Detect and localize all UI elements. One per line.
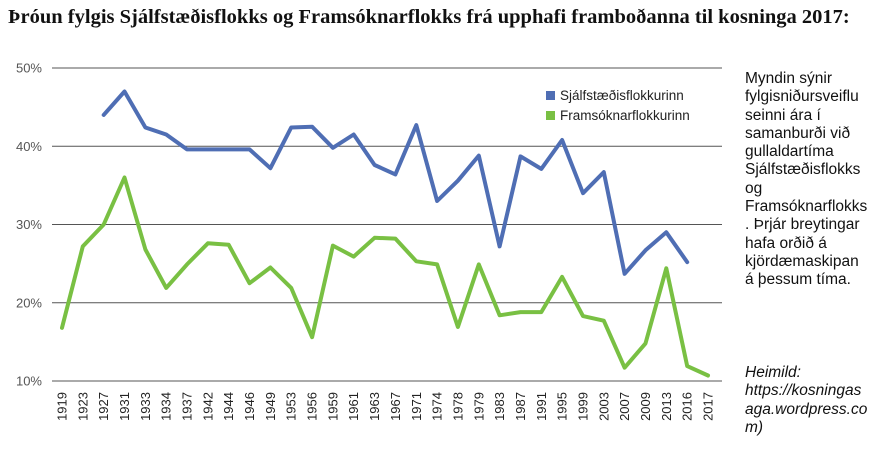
x-tick-label: 1923: [75, 392, 90, 421]
series-lines: [60, 89, 710, 378]
y-tick-label: 40%: [16, 139, 42, 154]
legend: Sjálfstæðisflokkurinn Framsóknarflokkurin…: [546, 88, 690, 123]
grid-lines: [52, 67, 722, 382]
legend-swatch-2: [546, 111, 555, 120]
y-tick-label: 30%: [16, 217, 42, 232]
x-tick-label: 2016: [680, 392, 695, 421]
x-tick-label: 1949: [263, 392, 278, 421]
x-tick-label: 2003: [596, 392, 611, 421]
legend-label-1: Sjálfstæðisflokkurinn: [560, 88, 684, 103]
y-tick-label: 10%: [16, 374, 42, 389]
x-tick-label: 1927: [96, 392, 111, 421]
side-note: Myndin sýnir fylgisniðursveiflu seinni á…: [745, 70, 868, 289]
legend-swatch-1: [546, 91, 555, 100]
source-note: Heimild: https://kosningasaga.wordpress.…: [745, 364, 868, 436]
x-tick-label: 1995: [555, 392, 570, 421]
x-tick-label: 1974: [430, 392, 445, 421]
y-tick-label: 50%: [16, 61, 42, 76]
x-tick-label: 1959: [325, 392, 340, 421]
x-tick-label: 1999: [575, 392, 590, 421]
x-tick-label: 1978: [450, 392, 465, 421]
legend-label-2: Framsóknarflokkurinn: [560, 108, 690, 123]
x-tick-label: 1983: [492, 392, 507, 421]
x-tick-label: 2009: [638, 392, 653, 421]
y-tick-label: 20%: [16, 295, 42, 310]
x-tick-label: 1956: [305, 392, 320, 421]
x-tick-label: 1961: [346, 392, 361, 421]
chart-title: Þróun fylgis Sjálfstæðisflokks og Framsó…: [8, 6, 850, 28]
x-tick-label: 1979: [471, 392, 486, 421]
x-tick-label: 1919: [55, 392, 70, 421]
x-tick-label: 1931: [117, 392, 132, 421]
y-axis-tick-labels: 10% 20% 30% 40% 50%: [16, 61, 42, 389]
x-tick-label: 1937: [180, 392, 195, 421]
x-tick-label: 1987: [513, 392, 528, 421]
x-tick-label: 1933: [138, 392, 153, 421]
x-tick-label: 1963: [367, 392, 382, 421]
x-axis-tick-labels: 1919 1923 1927 1931 1933 1934 1937 1942 1944 1946…: [55, 392, 716, 421]
x-tick-label: 1946: [242, 392, 257, 421]
series-line-2: [60, 175, 710, 378]
x-tick-label: 2007: [617, 392, 632, 421]
series-line-1: [101, 89, 690, 276]
x-tick-label: 1934: [159, 392, 174, 421]
x-tick-label: 1971: [409, 392, 424, 421]
x-tick-label: 2013: [659, 392, 674, 421]
x-tick-label: 1953: [284, 392, 299, 421]
x-tick-label: 1991: [534, 392, 549, 421]
x-tick-label: 1942: [200, 392, 215, 421]
x-tick-label: 2017: [701, 392, 716, 421]
x-tick-label: 1967: [388, 392, 403, 421]
x-tick-label: 1944: [221, 392, 236, 421]
